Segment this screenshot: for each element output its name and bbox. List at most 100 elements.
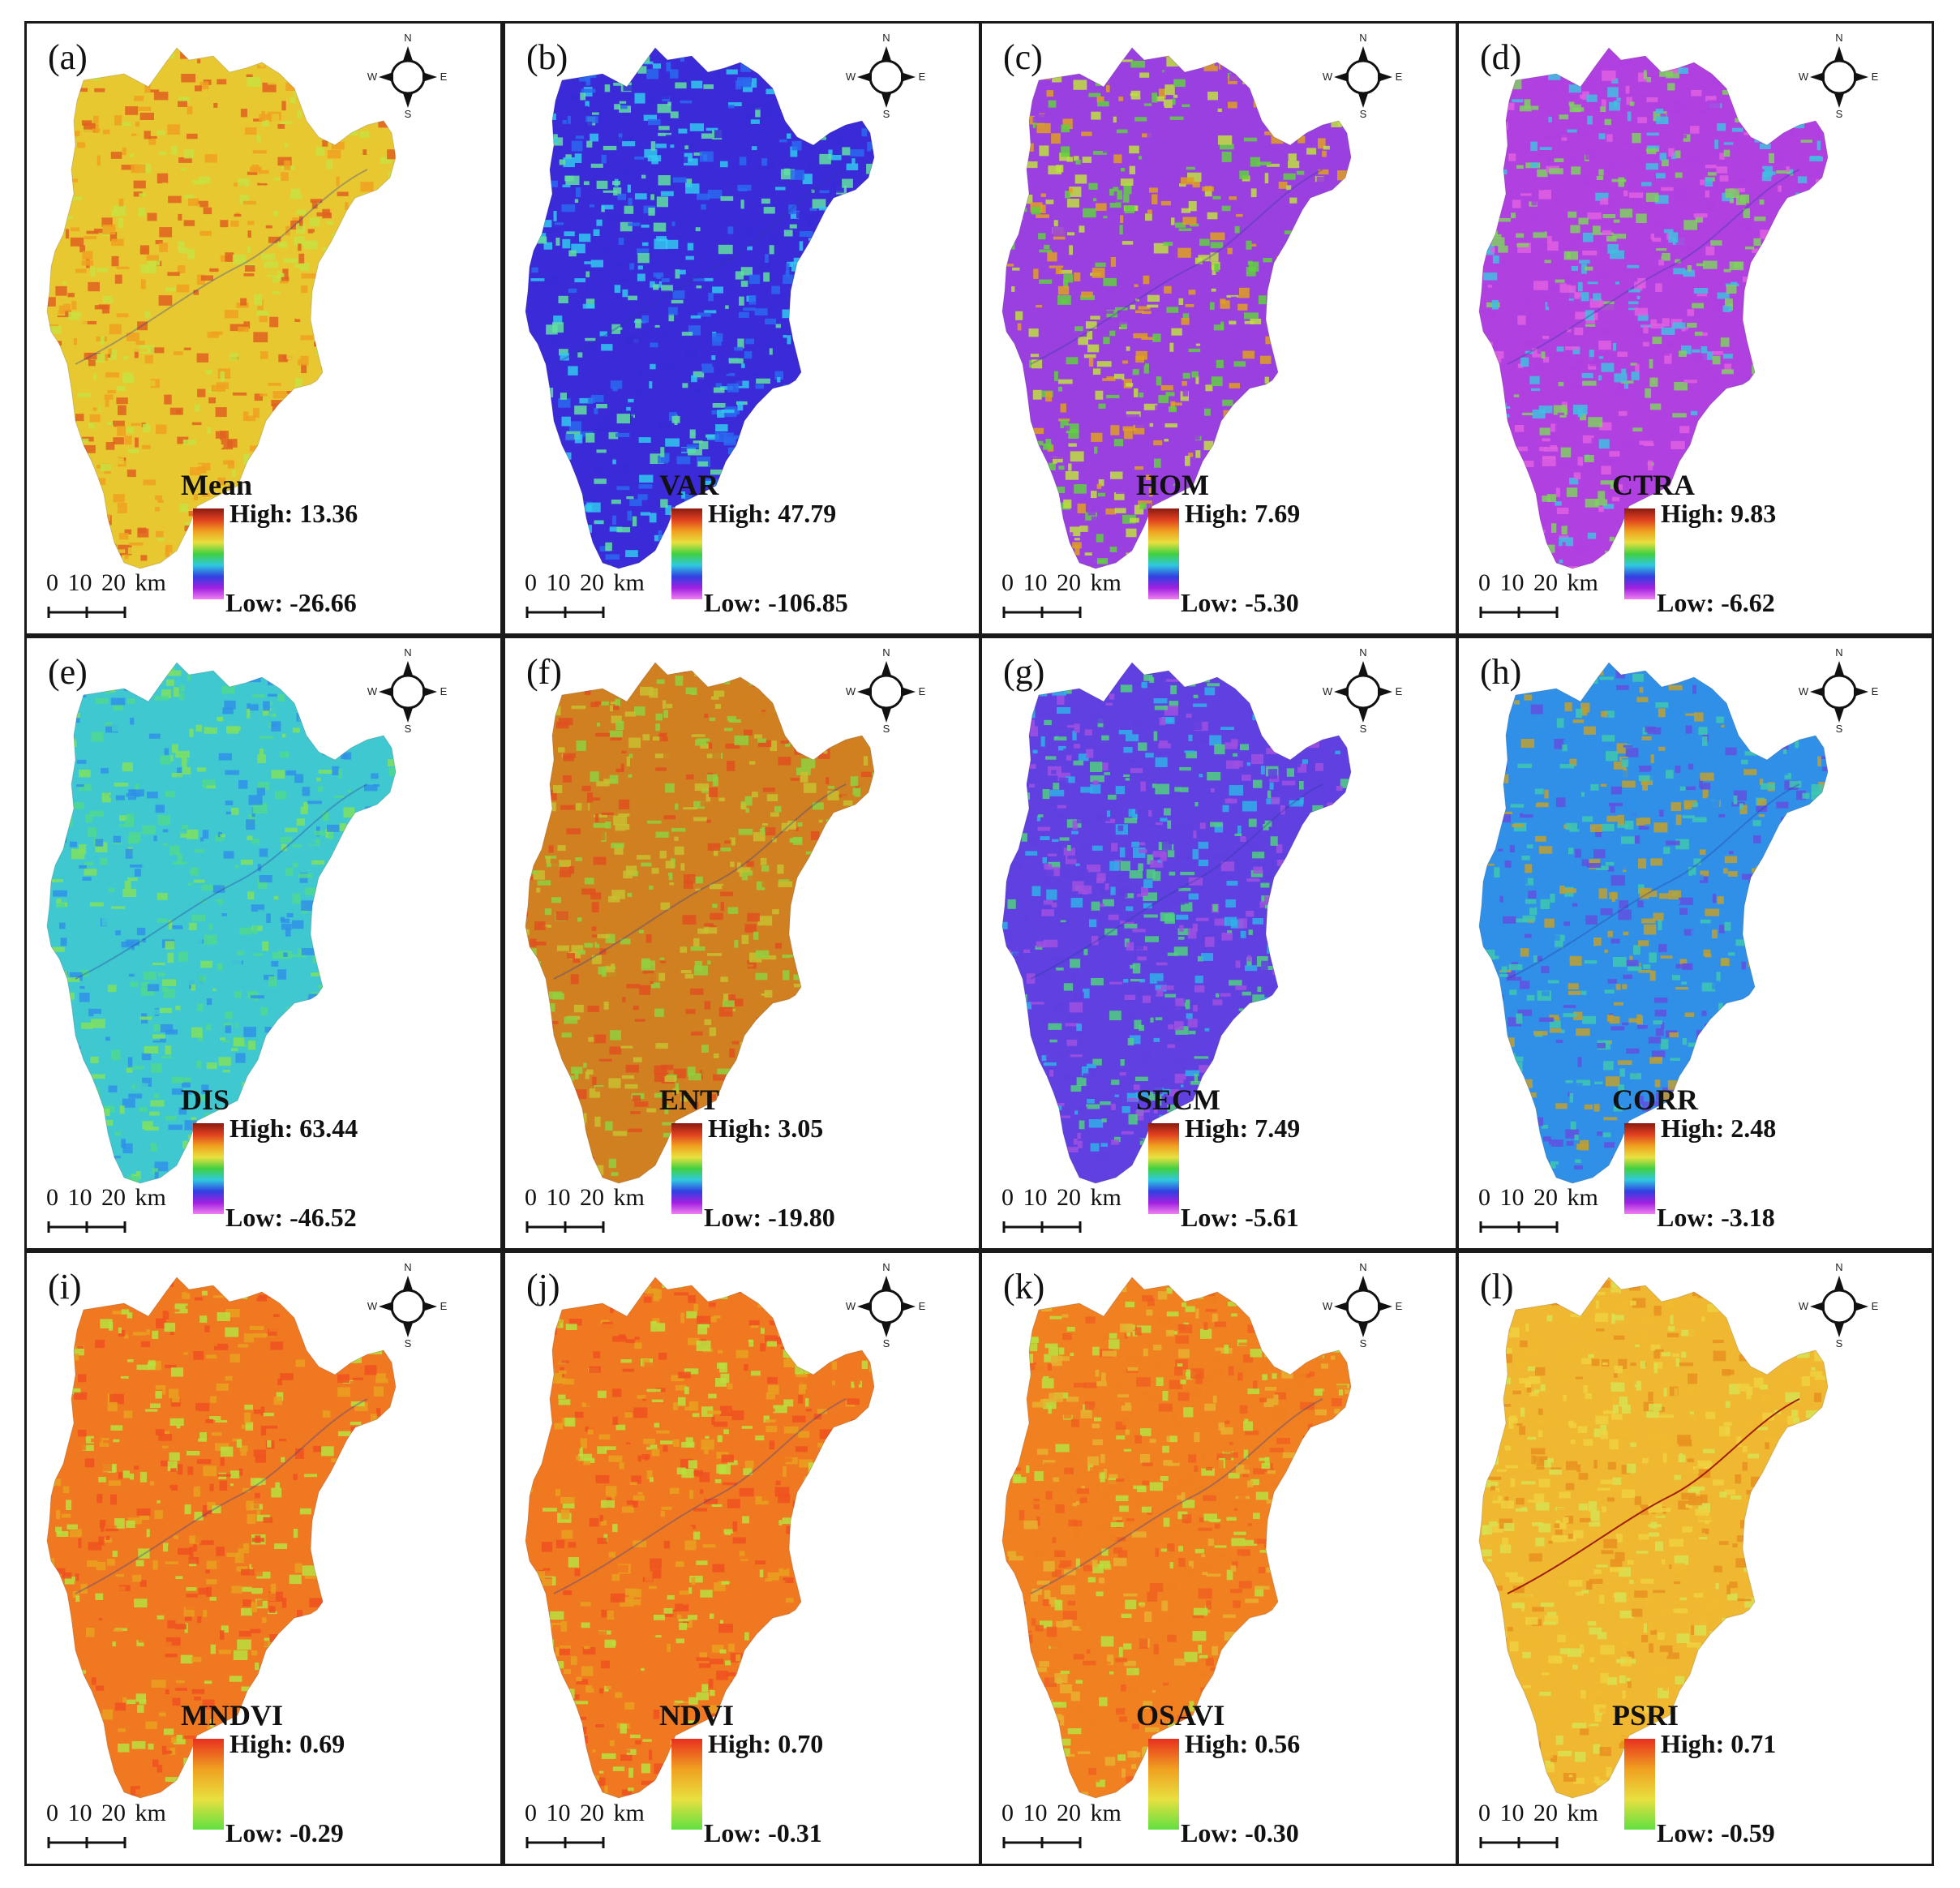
compass-w: W: [1323, 71, 1333, 83]
compass-n: N: [1835, 646, 1842, 659]
scale-bar: [1002, 1837, 1082, 1848]
map-panel-i: (i) N S W E MNDVI High: 0.69 Low: -0.29 0 10 20 …: [24, 1251, 503, 1866]
map-panel-d: (d) N S W E CTRA High: 9.83 Low: -6.62 0 10 20 k…: [1456, 21, 1934, 636]
compass-s: S: [1836, 723, 1843, 735]
north-arrow-icon: N S W E: [1323, 32, 1403, 120]
map-panel-f: (f) N S W E ENT High: 3.05 Low: -19.80 0 10 20 k…: [503, 636, 981, 1251]
index-name: HOM: [1136, 469, 1209, 501]
legend-high: High: 0.56: [1185, 1729, 1301, 1758]
region-map: [46, 1277, 397, 1799]
scale-bar: [1479, 607, 1559, 618]
region-map: [1001, 1277, 1352, 1799]
region-map: [525, 47, 875, 569]
map-panel-a: (a) N S W E Mean High: 13.36 Low: -26.66 0 10 20…: [24, 21, 503, 636]
scale-bar: [47, 1837, 127, 1848]
north-arrow-icon: N S W E: [846, 32, 926, 120]
map-panel-j: (j) N S W E NDVI High: 0.70 Low: -0.31 0 10 20 k…: [503, 1251, 981, 1866]
compass-w: W: [1799, 71, 1809, 83]
legend-low: Low: -19.80: [704, 1203, 835, 1232]
north-arrow-icon: N S W E: [1799, 1261, 1879, 1349]
legend-high: High: 3.05: [708, 1113, 824, 1143]
compass-e: E: [440, 71, 448, 83]
scale-bar: [525, 1221, 605, 1233]
region-map: [525, 1277, 875, 1799]
index-name: VAR: [659, 469, 719, 501]
compass-w: W: [367, 685, 378, 697]
compass-e: E: [919, 71, 926, 83]
compass-w: W: [367, 1300, 378, 1312]
index-name: DIS: [181, 1083, 230, 1116]
panel-label: (l): [1480, 1267, 1514, 1307]
map-panel-e: (e) N S W E DIS High: 63.44 Low: -46.52 0 10 20 …: [24, 636, 503, 1251]
legend-color-ramp: [1148, 1739, 1179, 1830]
compass-e: E: [1872, 685, 1879, 697]
compass-w: W: [1799, 685, 1809, 697]
compass-e: E: [919, 685, 926, 697]
panel-label: (c): [1003, 37, 1043, 77]
scale-bar-labels: 0 10 20 km: [525, 1184, 645, 1211]
panel-label: (a): [48, 37, 88, 77]
scale-bar-labels: 0 10 20 km: [525, 569, 645, 596]
legend-color-ramp: [671, 1123, 702, 1214]
legend-low: Low: -5.30: [1181, 588, 1299, 617]
legend-high: High: 13.36: [229, 499, 358, 528]
compass-w: W: [846, 685, 856, 697]
index-name: Mean: [181, 469, 252, 501]
legend-color-ramp: [193, 1123, 224, 1214]
compass-s: S: [405, 108, 412, 120]
compass-e: E: [1872, 1300, 1879, 1312]
index-name: CORR: [1612, 1083, 1698, 1116]
map-panel-b: (b) N S W E VAR High: 47.79 Low: -106.85 0 10 20…: [503, 21, 981, 636]
scale-bar-labels: 0 10 20 km: [1001, 1800, 1122, 1826]
scale-bar-labels: 0 10 20 km: [1478, 1800, 1598, 1826]
compass-s: S: [883, 1337, 890, 1349]
scale-bar-labels: 0 10 20 km: [46, 569, 166, 596]
legend-low: Low: -5.61: [1181, 1203, 1299, 1232]
legend-high: High: 7.49: [1185, 1113, 1301, 1143]
legend-low: Low: -3.18: [1657, 1203, 1775, 1232]
compass-s: S: [1836, 1337, 1843, 1349]
compass-n: N: [882, 1261, 890, 1273]
legend-high: High: 9.83: [1661, 499, 1777, 528]
compass-n: N: [404, 1261, 411, 1273]
figure-grid: (a) N S W E Mean High: 13.36 Low: -26.66 0 10 20…: [24, 21, 1934, 1866]
scale-bar: [1479, 1221, 1559, 1233]
compass-w: W: [1323, 685, 1333, 697]
region-map: [1478, 662, 1829, 1184]
panel-label: (h): [1480, 652, 1522, 692]
compass-s: S: [883, 723, 890, 735]
scale-bar-labels: 0 10 20 km: [525, 1800, 645, 1826]
compass-e: E: [1396, 71, 1403, 83]
scale-bar-labels: 0 10 20 km: [1001, 569, 1122, 596]
legend-color-ramp: [193, 1739, 224, 1830]
scale-bar-labels: 0 10 20 km: [1478, 1184, 1598, 1211]
compass-n: N: [1835, 32, 1842, 44]
index-name: MNDVI: [181, 1699, 283, 1731]
legend-high: High: 2.48: [1661, 1113, 1777, 1143]
compass-w: W: [846, 1300, 856, 1312]
scale-bar-labels: 0 10 20 km: [46, 1800, 166, 1826]
panel-label: (g): [1003, 652, 1045, 692]
panel-label: (d): [1480, 37, 1522, 77]
compass-e: E: [440, 685, 448, 697]
legend-color-ramp: [1624, 508, 1655, 599]
legend-color-ramp: [1624, 1123, 1655, 1214]
north-arrow-icon: N S W E: [367, 32, 448, 120]
compass-s: S: [883, 108, 890, 120]
compass-n: N: [1359, 646, 1366, 659]
legend-color-ramp: [671, 508, 702, 599]
legend-low: Low: -0.30: [1181, 1818, 1299, 1847]
compass-w: W: [846, 71, 856, 83]
region-map: [46, 662, 397, 1184]
compass-s: S: [1360, 108, 1367, 120]
scale-bar: [1002, 607, 1082, 618]
index-name: NDVI: [659, 1699, 735, 1731]
compass-n: N: [882, 32, 890, 44]
compass-e: E: [1872, 71, 1879, 83]
map-panel-l: (l) N S W E PSRI High: 0.71 Low: -0.59 0 10 20 k…: [1456, 1251, 1934, 1866]
legend-high: High: 47.79: [708, 499, 837, 528]
north-arrow-icon: N S W E: [1323, 646, 1403, 735]
region-map: [1478, 1277, 1829, 1799]
compass-n: N: [1359, 32, 1366, 44]
compass-n: N: [404, 646, 411, 659]
